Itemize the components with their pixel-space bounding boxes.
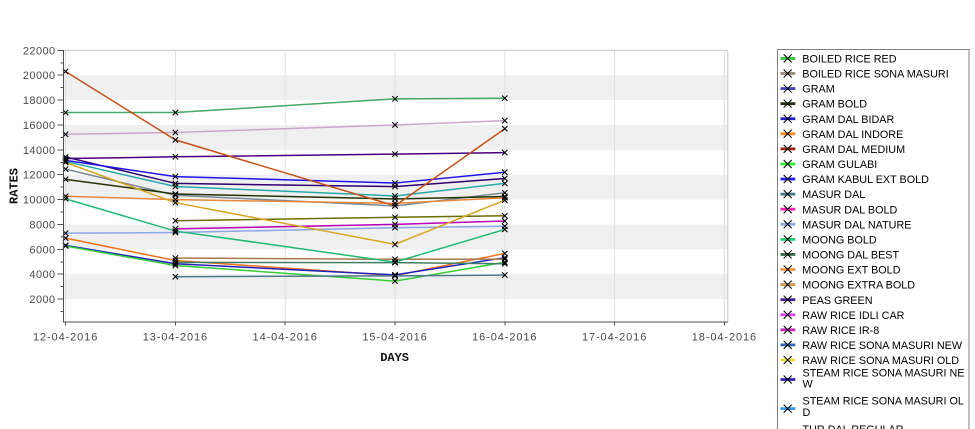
svg-text:20000: 20000 bbox=[23, 70, 56, 82]
svg-text:GRAM DAL BIDAR: GRAM DAL BIDAR bbox=[802, 114, 894, 126]
svg-text:MOONG BOLD: MOONG BOLD bbox=[802, 234, 877, 246]
svg-text:18-04-2016: 18-04-2016 bbox=[692, 332, 757, 344]
svg-text:W: W bbox=[803, 379, 814, 391]
svg-text:DAYS: DAYS bbox=[380, 351, 409, 365]
svg-text:2000: 2000 bbox=[29, 294, 55, 306]
svg-text:BOILED RICE SONA MASURI: BOILED RICE SONA MASURI bbox=[802, 69, 948, 81]
svg-text:14000: 14000 bbox=[23, 145, 56, 157]
svg-text:STEAM RICE SONA MASURI NE: STEAM RICE SONA MASURI NE bbox=[803, 367, 965, 379]
svg-text:RAW RICE IDLI CAR: RAW RICE IDLI CAR bbox=[802, 310, 904, 322]
svg-text:16-04-2016: 16-04-2016 bbox=[472, 332, 537, 344]
svg-text:MOONG EXT BOLD: MOONG EXT BOLD bbox=[802, 265, 900, 277]
svg-text:BOILED RICE RED: BOILED RICE RED bbox=[802, 54, 896, 66]
svg-text:18000: 18000 bbox=[23, 95, 56, 107]
svg-text:MOONG DAL BEST: MOONG DAL BEST bbox=[802, 250, 899, 262]
svg-text:13-04-2016: 13-04-2016 bbox=[143, 332, 208, 344]
svg-text:10000: 10000 bbox=[23, 195, 56, 207]
svg-text:GRAM GULABI: GRAM GULABI bbox=[802, 159, 877, 171]
svg-text:MASUR DAL: MASUR DAL bbox=[802, 189, 865, 201]
svg-text:22000: 22000 bbox=[23, 45, 56, 57]
svg-text:4000: 4000 bbox=[29, 269, 55, 281]
svg-text:16000: 16000 bbox=[23, 120, 56, 132]
svg-text:12000: 12000 bbox=[23, 170, 56, 182]
svg-text:GRAM BOLD: GRAM BOLD bbox=[802, 99, 867, 111]
svg-text:6000: 6000 bbox=[29, 244, 55, 256]
svg-text:GRAM: GRAM bbox=[802, 84, 834, 96]
svg-text:TUR DAL REGULAR: TUR DAL REGULAR bbox=[803, 424, 904, 429]
svg-text:D: D bbox=[803, 407, 811, 419]
svg-text:RAW RICE SONA MASURI OLD: RAW RICE SONA MASURI OLD bbox=[802, 355, 959, 367]
svg-text:12-04-2016: 12-04-2016 bbox=[33, 332, 98, 344]
svg-text:PEAS GREEN: PEAS GREEN bbox=[802, 295, 872, 307]
svg-text:GRAM KABUL EXT BOLD: GRAM KABUL EXT BOLD bbox=[802, 174, 929, 186]
svg-text:MASUR DAL BOLD: MASUR DAL BOLD bbox=[802, 204, 897, 216]
svg-text:RAW RICE SONA MASURI NEW: RAW RICE SONA MASURI NEW bbox=[802, 340, 963, 352]
svg-text:MOONG EXTRA BOLD: MOONG EXTRA BOLD bbox=[802, 280, 915, 292]
svg-text:14-04-2016: 14-04-2016 bbox=[253, 332, 318, 344]
svg-text:MASUR DAL NATURE: MASUR DAL NATURE bbox=[802, 219, 911, 231]
svg-text:17-04-2016: 17-04-2016 bbox=[582, 332, 647, 344]
svg-text:RATES: RATES bbox=[8, 168, 22, 204]
svg-text:STEAM RICE SONA MASURI OL: STEAM RICE SONA MASURI OL bbox=[803, 396, 964, 408]
svg-text:15-04-2016: 15-04-2016 bbox=[362, 332, 427, 344]
svg-text:GRAM DAL MEDIUM: GRAM DAL MEDIUM bbox=[802, 144, 905, 156]
svg-text:8000: 8000 bbox=[29, 219, 55, 231]
svg-text:GRAM DAL INDORE: GRAM DAL INDORE bbox=[802, 129, 903, 141]
svg-text:RAW RICE IR-8: RAW RICE IR-8 bbox=[802, 325, 879, 337]
